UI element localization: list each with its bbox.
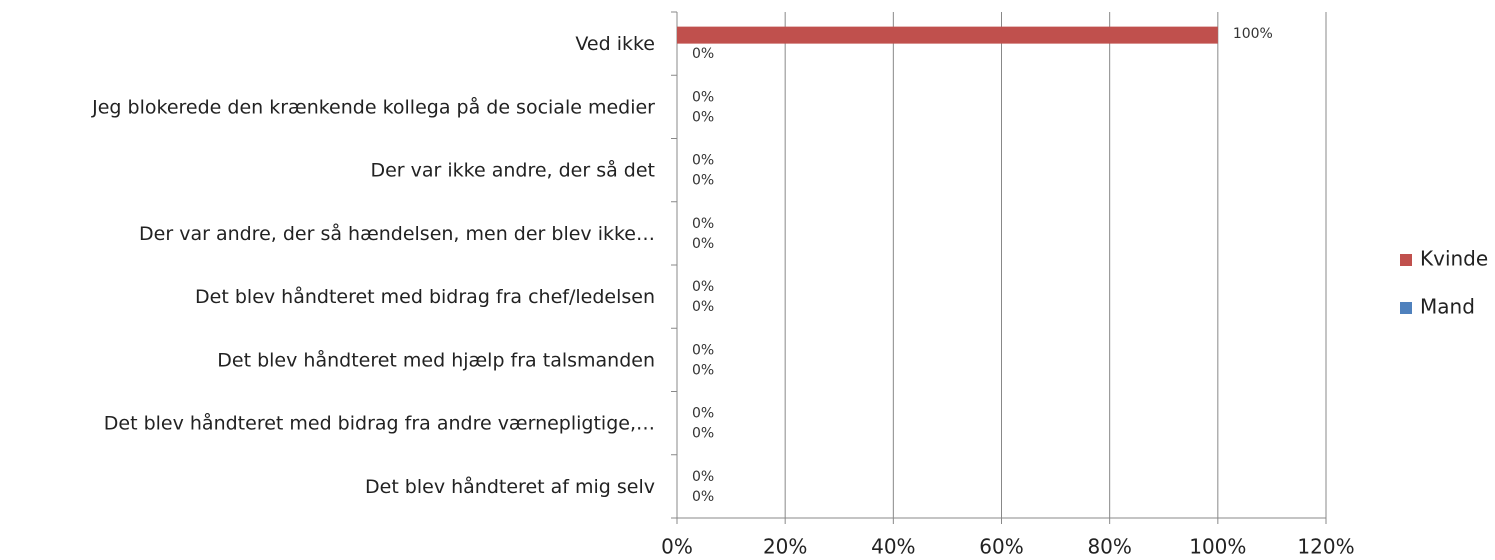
category-label: Det blev håndteret med hjælp fra talsman… [217, 348, 655, 371]
data-label: 0% [692, 342, 714, 358]
x-tick-label: 80% [1087, 535, 1131, 559]
legend-label: Mand [1420, 295, 1475, 319]
category-label: Det blev håndteret af mig selv [365, 475, 655, 498]
data-label: 100% [1233, 26, 1273, 42]
data-label: 0% [692, 362, 714, 378]
category-label: Ved ikke [575, 33, 655, 55]
x-tick-label: 20% [763, 535, 807, 559]
x-tick-label: 100% [1189, 535, 1246, 559]
data-label: 0% [692, 299, 714, 315]
category-label: Det blev håndteret med bidrag fra chef/l… [195, 285, 655, 308]
bar [677, 26, 1218, 44]
data-label: 0% [692, 406, 714, 422]
data-label: 0% [692, 469, 714, 485]
category-label: Der var ikke andre, der så det [370, 159, 655, 182]
legend-label: Kvinde [1420, 247, 1488, 271]
x-tick-label: 40% [871, 535, 915, 559]
data-label: 0% [692, 109, 714, 125]
category-label: Der var andre, der så hændelsen, men der… [139, 222, 655, 245]
data-label: 0% [692, 46, 714, 62]
x-tick-label: 120% [1297, 535, 1354, 559]
data-label: 0% [692, 236, 714, 252]
data-label: 0% [692, 426, 714, 442]
legend-swatch [1400, 302, 1412, 314]
data-label: 0% [692, 173, 714, 189]
x-tick-label: 60% [979, 535, 1023, 559]
data-label: 0% [692, 153, 714, 169]
data-label: 0% [692, 489, 714, 505]
legend-swatch [1400, 254, 1412, 266]
data-label: 0% [692, 89, 714, 105]
data-label: 0% [692, 279, 714, 295]
data-label: 0% [692, 216, 714, 232]
x-tick-label: 0% [661, 535, 693, 559]
category-label: Det blev håndteret med bidrag fra andre … [104, 412, 655, 435]
category-label: Jeg blokerede den krænkende kollega på d… [91, 95, 655, 118]
